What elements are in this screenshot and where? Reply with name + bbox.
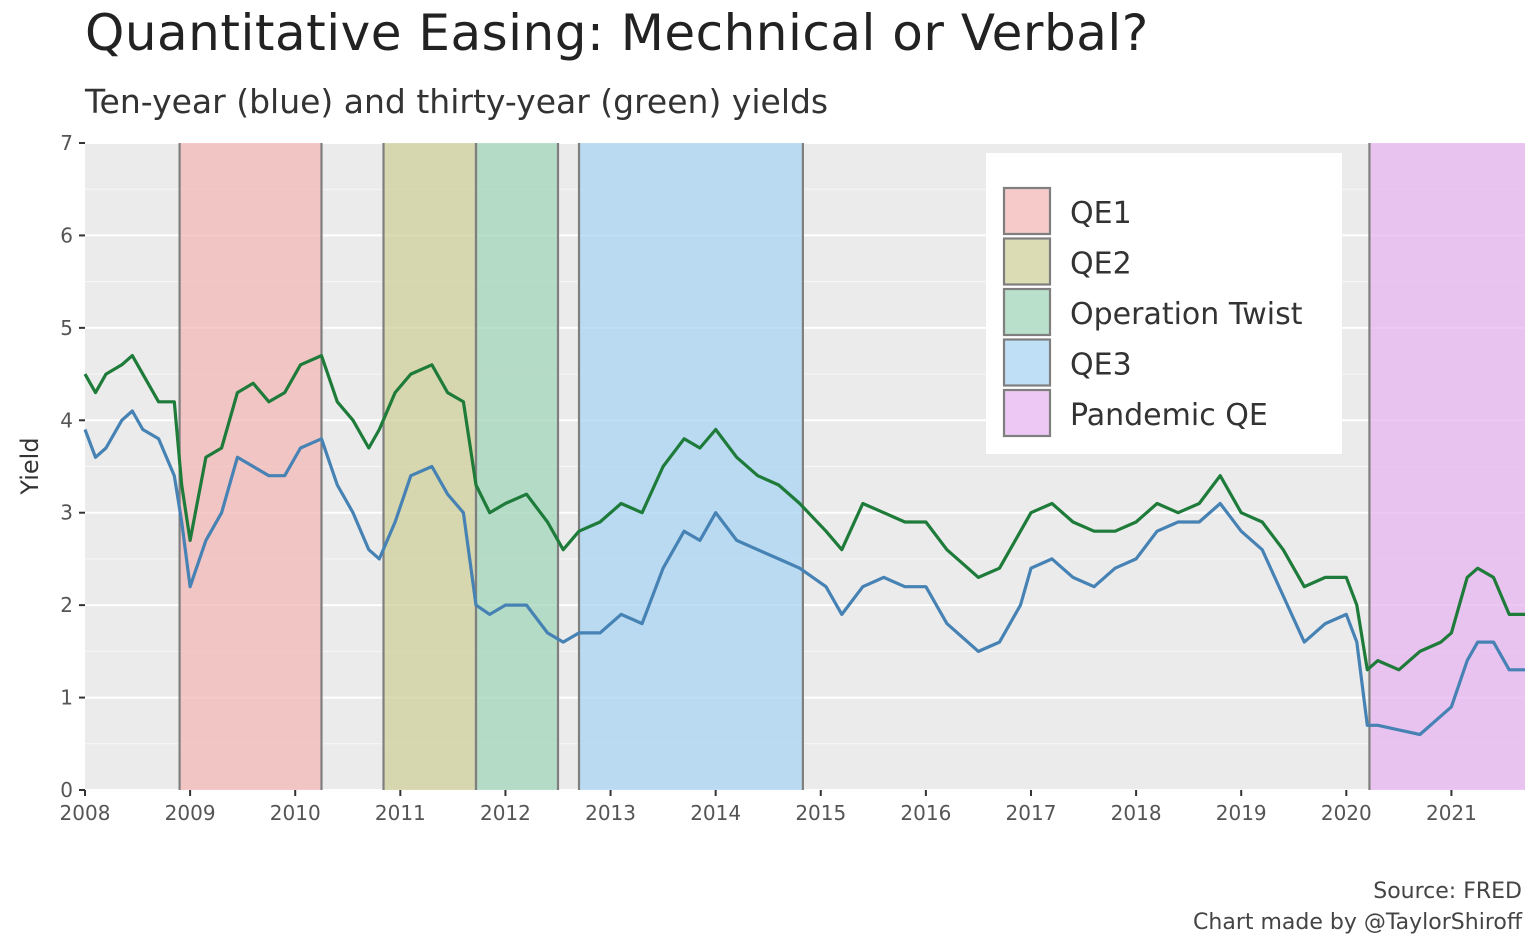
series-line-thirty-year [83,354,1525,672]
legend: QE1 QE2 Operation Twist QE3 Pandemic QE [986,153,1342,454]
y-axis-title: Yield [16,437,44,495]
y-tick-label: 6 [60,223,73,247]
legend-label: QE1 [1070,196,1132,231]
legend-label: Operation Twist [1070,297,1303,332]
caption-source: Source: FRED [1373,879,1522,904]
shaded-period-pandemic-qe [1369,143,1525,790]
legend-key [1002,287,1052,337]
shaded-period-operation-twist [476,143,558,790]
x-tick-label: 2012 [480,801,531,825]
legend-key [1002,237,1052,286]
y-tick-label: 3 [60,501,73,525]
x-tick-label: 2021 [1426,801,1477,825]
x-tick-label: 2011 [375,801,426,825]
x-tick-label: 2017 [1006,801,1057,825]
axes: 0 1 2 3 4 5 6 7 2008 2009 2010 2011 2012 2013 2014 2015… [60,131,1477,825]
shaded-period-qe3 [579,143,803,790]
chart-title: Quantitative Easing: Mechnical or Verbal… [85,4,1149,62]
x-tick-label: 2010 [270,801,321,825]
series-line-ten-year [83,409,1525,737]
legend-key [1002,388,1052,438]
legend-label: QE2 [1070,247,1132,282]
y-tick-label: 4 [60,408,73,432]
chart-subtitle: Ten-year (blue) and thirty-year (green) … [85,82,829,121]
x-tick-label: 2019 [1216,801,1267,825]
series-lines [83,354,1525,737]
x-tick-label: 2009 [165,801,216,825]
legend-key [1002,338,1052,387]
caption: Source: FRED Chart made by @TaylorShirof… [1193,876,1522,938]
y-tick-label: 0 [60,778,73,802]
x-tick-label: 2018 [1111,801,1162,825]
legend-label: QE3 [1070,348,1132,383]
y-tick-label: 1 [60,686,73,710]
x-tick-label: 2013 [585,801,636,825]
caption-credit: Chart made by @TaylorShiroff [1193,910,1522,935]
x-tick-label: 2008 [60,801,111,825]
legend-label: Pandemic QE [1070,398,1268,433]
x-tick-label: 2016 [900,801,951,825]
y-tick-label: 5 [60,316,73,340]
legend-key [1002,186,1052,236]
y-tick-label: 7 [60,131,73,155]
x-tick-label: 2014 [690,801,741,825]
x-tick-label: 2015 [795,801,846,825]
y-tick-label: 2 [60,593,73,617]
x-tick-label: 2020 [1321,801,1372,825]
